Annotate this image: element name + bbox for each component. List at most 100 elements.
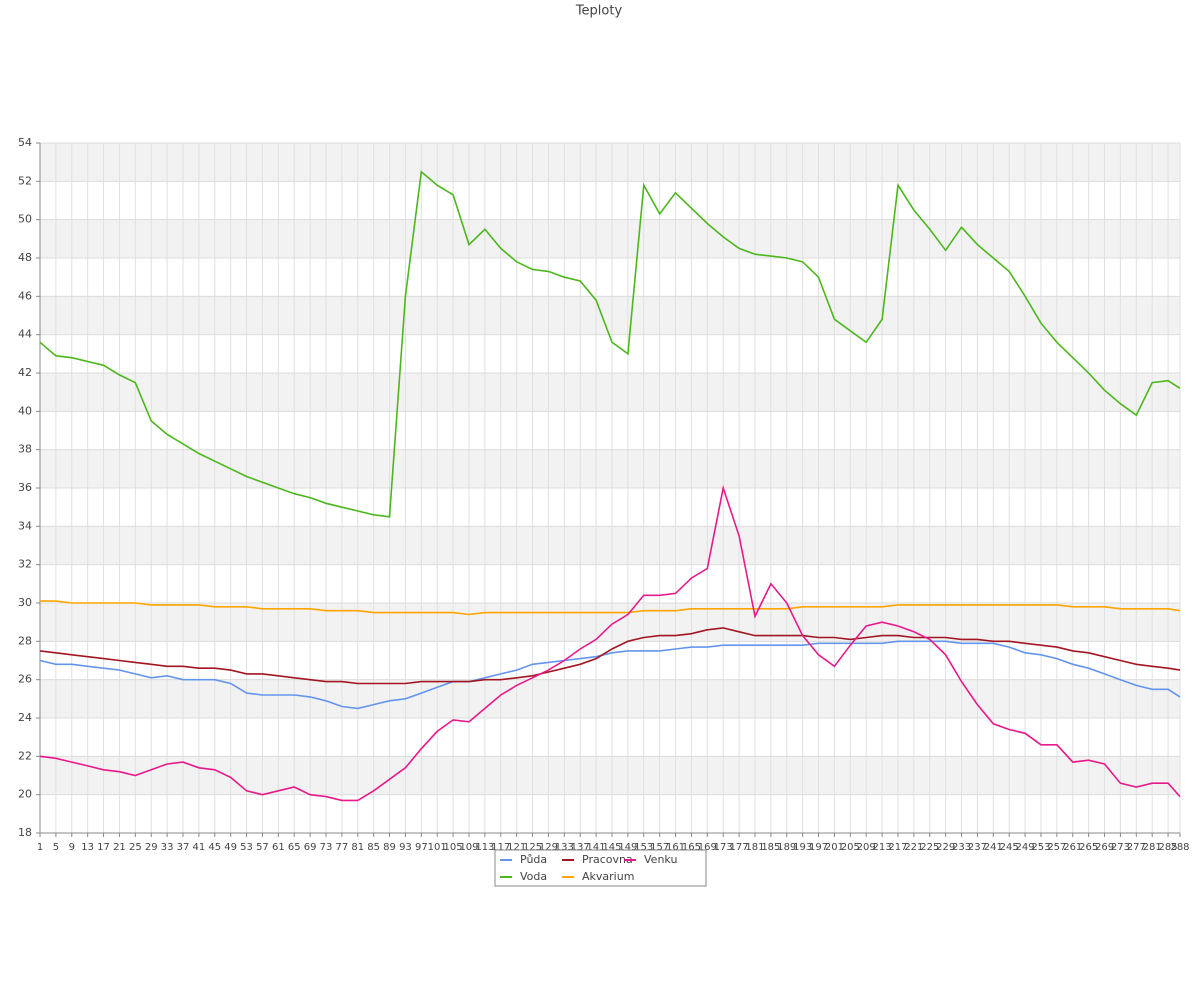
x-tick-label: 137 — [571, 842, 590, 853]
x-tick-label: 281 — [1143, 842, 1162, 853]
x-tick-label: 21 — [113, 842, 126, 853]
grid-band — [40, 756, 1180, 795]
series-line — [39, 627, 1181, 685]
legend-box — [494, 849, 707, 887]
x-tick-label: 233 — [952, 842, 971, 853]
x-tick-label: 149 — [618, 842, 637, 853]
x-tick-label: 237 — [968, 842, 987, 853]
x-tick-label: 29 — [145, 842, 158, 853]
x-tick-label: 253 — [1031, 842, 1050, 853]
x-tick-label: 73 — [320, 842, 333, 853]
x-tick-label: 169 — [698, 842, 717, 853]
x-tick-label: 273 — [1111, 842, 1130, 853]
x-tick-label: 181 — [745, 842, 764, 853]
y-tick-label: 54 — [18, 136, 32, 149]
x-tick-label: 201 — [825, 842, 844, 853]
x-tick-label: 133 — [555, 842, 574, 853]
x-tick-label: 221 — [904, 842, 923, 853]
legend-label: Voda — [520, 870, 547, 883]
x-tick-label: 117 — [491, 842, 510, 853]
x-tick-label: 113 — [475, 842, 494, 853]
x-tick-label: 101 — [428, 842, 447, 853]
legend-label: Venku — [644, 853, 677, 866]
x-tick-label: 69 — [304, 842, 317, 853]
series-line — [40, 600, 1181, 616]
x-tick-label: 93 — [399, 842, 412, 853]
x-tick-label: 85 — [367, 842, 380, 853]
x-tick-label: 37 — [177, 842, 190, 853]
y-tick-label: 28 — [18, 634, 32, 647]
x-tick-label: 41 — [193, 842, 206, 853]
chart-title: Teploty — [575, 4, 623, 19]
x-tick-label: 5 — [53, 842, 59, 853]
x-tick-label: 213 — [873, 842, 892, 853]
y-tick-label: 32 — [18, 558, 32, 571]
legend-label: Pracovna — [582, 853, 633, 866]
x-tick-label: 185 — [761, 842, 780, 853]
series-line — [39, 170, 1181, 518]
legend: Půda Voda Pracovna Akvarium Venku — [494, 849, 707, 887]
x-tick-label: 225 — [920, 842, 939, 853]
x-tick-label: 285 — [1159, 842, 1178, 853]
x-tick-label: 13 — [81, 842, 94, 853]
y-tick-label: 34 — [18, 519, 32, 532]
y-tick-label: 44 — [18, 328, 32, 341]
x-tick-label: 89 — [383, 842, 396, 853]
x-tick-label: 81 — [351, 842, 364, 853]
legend-label: Půda — [520, 853, 547, 866]
y-tick-label: 26 — [18, 673, 32, 686]
x-tick-label: 288 — [1170, 842, 1189, 853]
y-tick-label: 20 — [18, 788, 32, 801]
grid-band — [40, 219, 1180, 258]
x-tick-label: 25 — [129, 842, 142, 853]
x-tick-label: 245 — [1000, 842, 1019, 853]
y-tick-label: 22 — [18, 749, 32, 762]
series-line — [39, 640, 1181, 710]
x-tick-label: 257 — [1047, 842, 1066, 853]
x-tick-label: 261 — [1063, 842, 1082, 853]
y-tick-label: 40 — [18, 404, 32, 417]
x-tick-label: 97 — [415, 842, 428, 853]
x-tick-label: 161 — [666, 842, 685, 853]
legend-label: Akvarium — [582, 870, 634, 883]
x-tick-label: 249 — [1016, 842, 1035, 853]
x-tick-label: 53 — [240, 842, 253, 853]
x-tick-label: 125 — [523, 842, 542, 853]
x-tick-label: 145 — [602, 842, 621, 853]
y-tick-label: 30 — [18, 596, 32, 609]
x-tick-label: 45 — [208, 842, 221, 853]
x-tick-label: 49 — [224, 842, 237, 853]
y-tick-label: 42 — [18, 366, 32, 379]
x-tick-label: 9 — [69, 842, 75, 853]
grid-band — [40, 603, 1180, 642]
x-tick-label: 57 — [256, 842, 269, 853]
x-tick-label: 217 — [888, 842, 907, 853]
y-tick-label: 24 — [18, 711, 32, 724]
y-tick-label: 36 — [18, 481, 32, 494]
x-tick-label: 33 — [161, 842, 174, 853]
x-tick-label: 77 — [336, 842, 349, 853]
x-tick-label: 177 — [730, 842, 749, 853]
x-tick-label: 17 — [97, 842, 110, 853]
x-tick-label: 65 — [288, 842, 301, 853]
x-tick-label: 157 — [650, 842, 669, 853]
grid-band — [40, 296, 1180, 335]
x-tick-label: 277 — [1127, 842, 1146, 853]
grid-band — [40, 679, 1180, 718]
x-tick-label: 193 — [793, 842, 812, 853]
series-line — [39, 484, 1181, 802]
x-tick-label: 61 — [272, 842, 285, 853]
x-tick-label: 109 — [459, 842, 478, 853]
x-tick-label: 205 — [841, 842, 860, 853]
x-tick-label: 105 — [444, 842, 463, 853]
x-tick-label: 229 — [936, 842, 955, 853]
x-tick-label: 141 — [587, 842, 606, 853]
y-tick-label: 52 — [18, 174, 32, 187]
grid-band — [40, 143, 1180, 182]
x-tick-label: 1 — [37, 842, 43, 853]
x-tick-label: 189 — [777, 842, 796, 853]
y-tick-label: 38 — [18, 443, 32, 456]
grid-band — [40, 526, 1180, 565]
x-tick-label: 197 — [809, 842, 828, 853]
